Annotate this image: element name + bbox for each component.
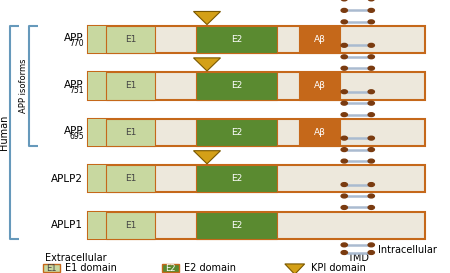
Circle shape xyxy=(368,101,374,105)
Circle shape xyxy=(368,206,374,209)
FancyBboxPatch shape xyxy=(88,119,106,146)
Text: TMD: TMD xyxy=(347,253,369,263)
FancyBboxPatch shape xyxy=(196,72,277,100)
Text: E1: E1 xyxy=(46,264,57,272)
FancyBboxPatch shape xyxy=(88,212,425,239)
Text: E2: E2 xyxy=(230,128,242,137)
FancyBboxPatch shape xyxy=(196,165,277,192)
Text: Human: Human xyxy=(0,115,9,150)
FancyBboxPatch shape xyxy=(88,72,425,100)
FancyBboxPatch shape xyxy=(88,119,425,146)
Text: E1: E1 xyxy=(125,82,136,90)
FancyBboxPatch shape xyxy=(88,212,106,239)
Polygon shape xyxy=(194,58,220,71)
Text: E1 domain: E1 domain xyxy=(65,263,117,273)
Circle shape xyxy=(368,55,374,59)
Circle shape xyxy=(341,136,347,140)
Text: KPI domain: KPI domain xyxy=(311,263,366,273)
Text: E2: E2 xyxy=(230,82,242,90)
Circle shape xyxy=(368,136,374,140)
FancyBboxPatch shape xyxy=(88,72,106,100)
Polygon shape xyxy=(194,11,220,25)
Text: APP isoforms: APP isoforms xyxy=(19,59,28,113)
FancyBboxPatch shape xyxy=(196,212,277,239)
Text: 695: 695 xyxy=(70,132,84,141)
FancyBboxPatch shape xyxy=(88,165,425,192)
Text: APP: APP xyxy=(63,126,83,136)
Circle shape xyxy=(341,55,347,59)
Circle shape xyxy=(368,43,374,47)
FancyBboxPatch shape xyxy=(106,212,155,239)
Circle shape xyxy=(341,243,347,247)
Text: Aβ: Aβ xyxy=(314,35,325,44)
Circle shape xyxy=(341,148,347,152)
Text: Extracellular: Extracellular xyxy=(45,253,107,263)
Text: E1: E1 xyxy=(125,174,136,183)
FancyBboxPatch shape xyxy=(106,26,155,53)
Circle shape xyxy=(341,113,347,117)
Circle shape xyxy=(341,206,347,209)
FancyBboxPatch shape xyxy=(106,72,155,100)
Text: APP: APP xyxy=(63,80,83,90)
Circle shape xyxy=(368,113,374,117)
Text: E2: E2 xyxy=(230,35,242,44)
FancyBboxPatch shape xyxy=(299,26,340,53)
Circle shape xyxy=(341,183,347,186)
Circle shape xyxy=(368,20,374,24)
Text: E2: E2 xyxy=(230,221,242,230)
Circle shape xyxy=(368,183,374,186)
Text: APLP1: APLP1 xyxy=(51,220,83,230)
Circle shape xyxy=(341,194,347,198)
FancyBboxPatch shape xyxy=(299,72,340,100)
FancyBboxPatch shape xyxy=(43,264,60,272)
Circle shape xyxy=(341,0,347,1)
Circle shape xyxy=(368,8,374,12)
FancyBboxPatch shape xyxy=(88,26,106,53)
FancyBboxPatch shape xyxy=(196,119,277,146)
Text: 751: 751 xyxy=(70,86,84,94)
Text: E2 domain: E2 domain xyxy=(184,263,237,273)
FancyBboxPatch shape xyxy=(299,119,340,146)
Text: E2: E2 xyxy=(230,174,242,183)
Text: Aβ: Aβ xyxy=(314,128,325,137)
Circle shape xyxy=(341,66,347,70)
Text: E2: E2 xyxy=(165,264,176,272)
Text: E1: E1 xyxy=(125,128,136,137)
Circle shape xyxy=(341,251,347,254)
Circle shape xyxy=(368,90,374,94)
Text: APLP2: APLP2 xyxy=(51,174,83,184)
Circle shape xyxy=(341,90,347,94)
FancyBboxPatch shape xyxy=(162,264,179,272)
FancyBboxPatch shape xyxy=(106,165,155,192)
FancyBboxPatch shape xyxy=(88,26,425,53)
Circle shape xyxy=(341,20,347,24)
Circle shape xyxy=(368,243,374,247)
Polygon shape xyxy=(194,151,220,164)
Circle shape xyxy=(368,194,374,198)
Circle shape xyxy=(341,101,347,105)
FancyBboxPatch shape xyxy=(106,119,155,146)
Text: E1: E1 xyxy=(125,35,136,44)
Text: E1: E1 xyxy=(125,221,136,230)
Text: Aβ: Aβ xyxy=(314,82,325,90)
Circle shape xyxy=(368,148,374,152)
Text: 770: 770 xyxy=(70,39,84,48)
Circle shape xyxy=(368,251,374,254)
Text: APP: APP xyxy=(63,33,83,43)
Circle shape xyxy=(368,0,374,1)
Text: Intracellular: Intracellular xyxy=(378,245,437,255)
Circle shape xyxy=(368,159,374,163)
Circle shape xyxy=(341,159,347,163)
Circle shape xyxy=(341,8,347,12)
FancyBboxPatch shape xyxy=(196,26,277,53)
Circle shape xyxy=(341,43,347,47)
Polygon shape xyxy=(285,264,305,273)
Circle shape xyxy=(368,66,374,70)
FancyBboxPatch shape xyxy=(88,165,106,192)
